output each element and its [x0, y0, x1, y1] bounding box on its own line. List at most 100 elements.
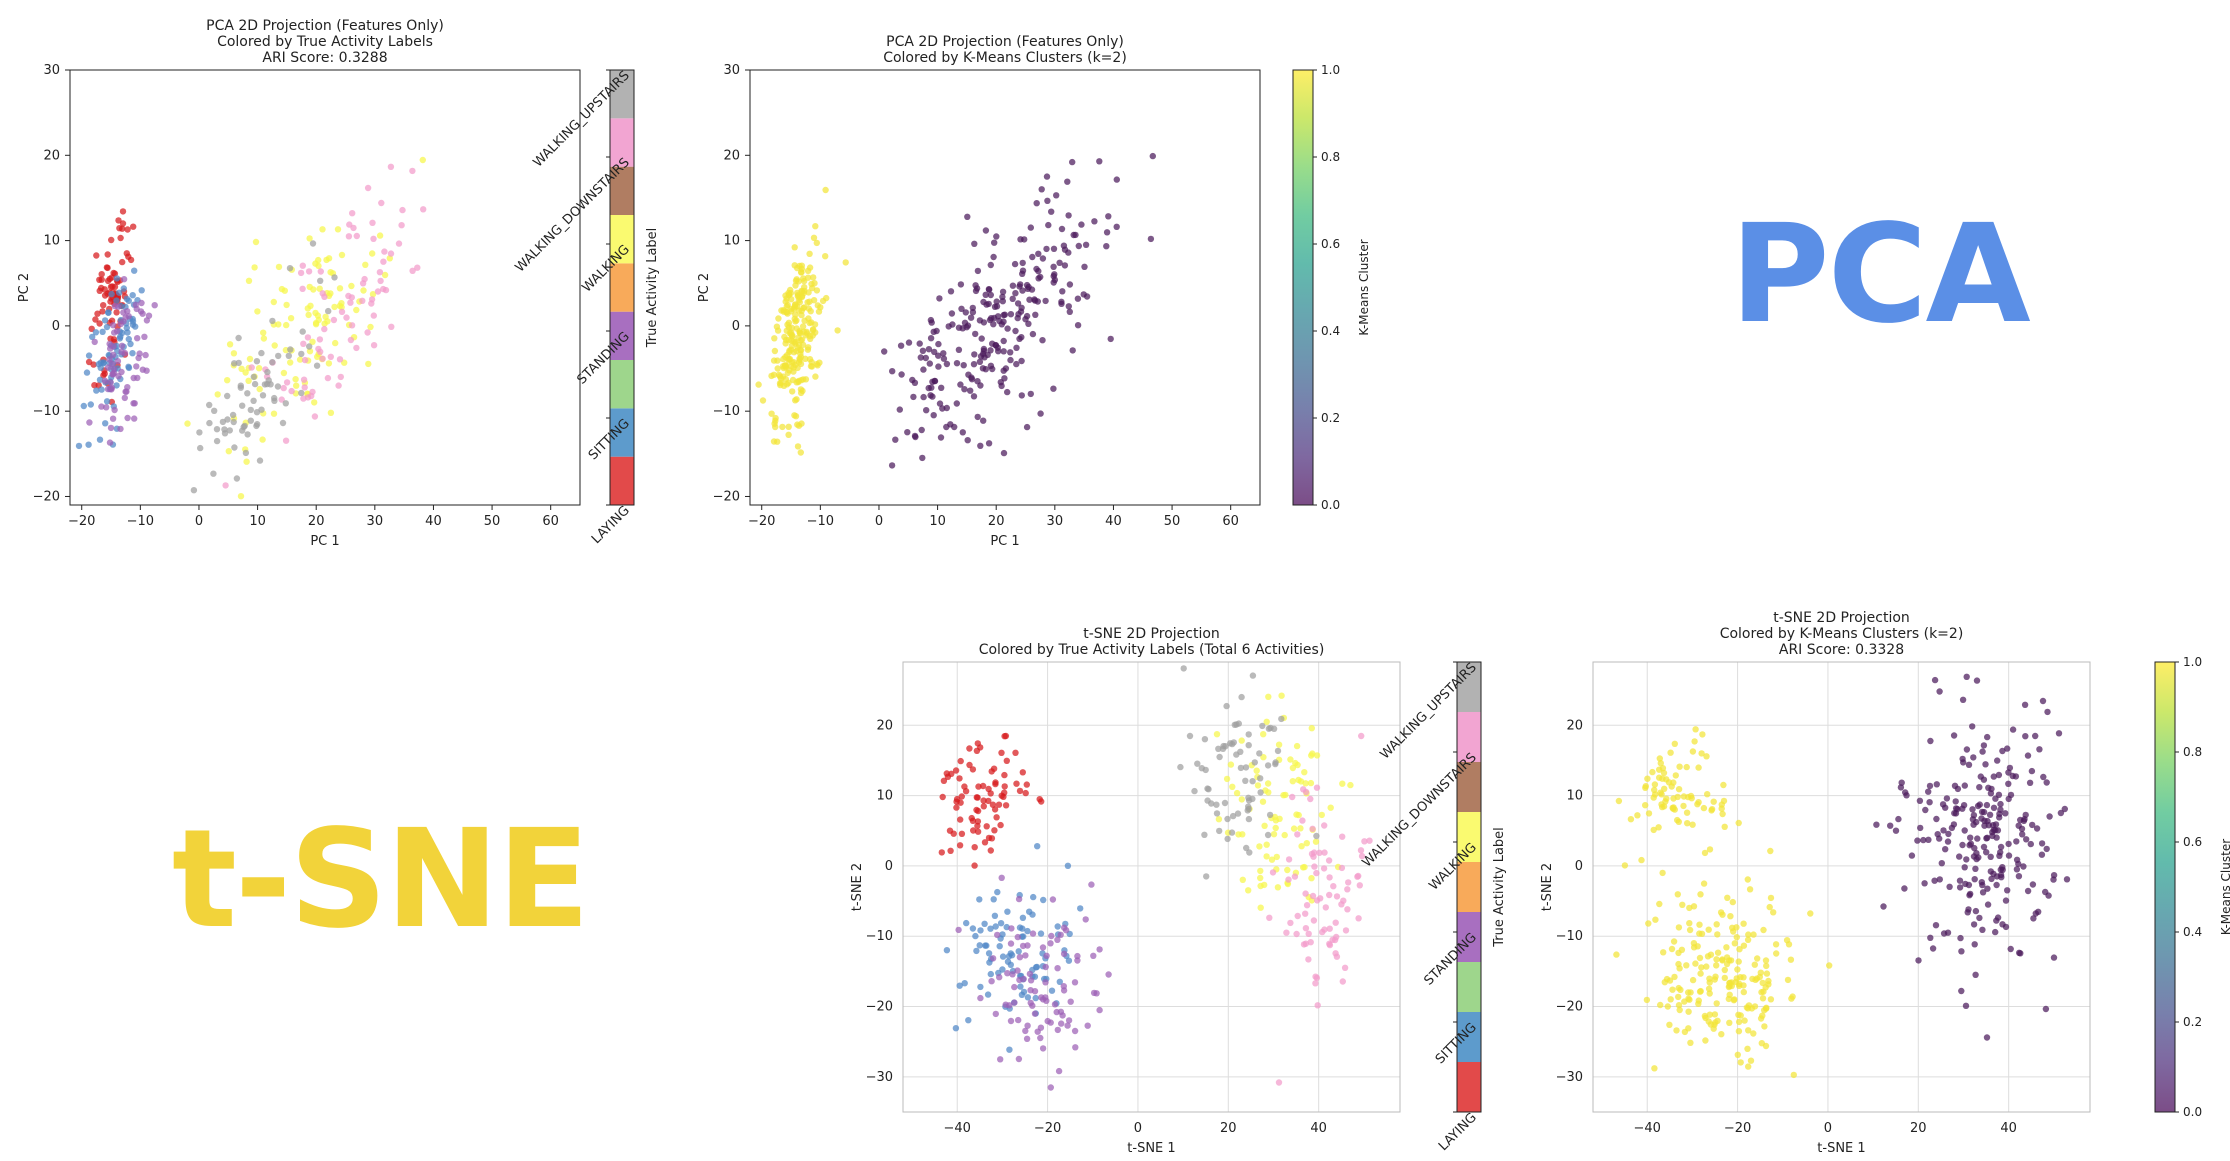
scatter-point [370, 235, 377, 242]
scatter-point [951, 423, 958, 431]
scatter-point [1208, 800, 1215, 807]
scatter-point [980, 803, 987, 810]
scatter-point [797, 449, 804, 456]
scatter-point [779, 423, 786, 431]
scatter-point [254, 308, 261, 315]
scatter-point [1201, 831, 1208, 838]
scatter-point [1976, 801, 1983, 808]
scatter-point [1718, 805, 1725, 812]
scatter-point [1684, 820, 1691, 827]
scatter-point [1186, 732, 1194, 740]
scatter-point [810, 297, 818, 304]
scatter-point [97, 364, 104, 371]
scatter-point [226, 341, 234, 348]
scatter-point [335, 382, 342, 389]
scatter-point [1761, 1023, 1768, 1030]
scatter-point [771, 347, 779, 355]
scatter-point [1228, 829, 1236, 836]
scatter-point [1666, 977, 1674, 984]
scatter-point [1659, 775, 1666, 782]
scatter-point [1344, 886, 1351, 893]
scatter-point [297, 269, 305, 277]
scatter-point [145, 312, 153, 319]
scatter-point [988, 978, 995, 985]
scatter-point [1744, 876, 1751, 883]
scatter-point [1019, 914, 1027, 921]
scatter-point [978, 335, 985, 342]
x-tick-label: 40 [2000, 1121, 2017, 1136]
scatter-point [280, 384, 287, 392]
scatter-point [889, 368, 896, 375]
scatter-point [2029, 821, 2036, 829]
scatter-point [947, 847, 954, 854]
scatter-point [2032, 732, 2039, 740]
scatter-point [1936, 876, 1943, 883]
scatter-point [305, 268, 313, 275]
scatter-point [800, 304, 807, 312]
scatter-point [369, 250, 376, 257]
scatter-point [1245, 815, 1253, 823]
scatter-point [1980, 776, 1988, 783]
scatter-point [935, 352, 942, 359]
scatter-point [991, 239, 998, 246]
scatter-point [1719, 956, 1726, 963]
scatter-point [245, 277, 253, 284]
scatter-point [365, 360, 372, 368]
colorbar-tick-label: 0.4 [2183, 925, 2202, 939]
scatter-point [1242, 777, 1249, 784]
x-tick-label: 20 [988, 514, 1005, 529]
scatter-point [1332, 919, 1339, 926]
scatter-point [1263, 718, 1270, 725]
scatter-point [1213, 810, 1221, 817]
scatter-point [1766, 903, 1773, 911]
colorbar-segment [1457, 1012, 1481, 1062]
scatter-point [104, 277, 112, 285]
scatter-point [256, 385, 263, 393]
colorbar-frame [609, 69, 635, 506]
scatter-point [810, 234, 818, 241]
scatter-point [1761, 1007, 1768, 1014]
scatter-point [1675, 818, 1682, 825]
scatter-point [1650, 826, 1657, 834]
scatter-point [1016, 976, 1023, 984]
scatter-point [98, 276, 105, 283]
scatter-point [1984, 733, 1991, 741]
scatter-point [1254, 782, 1262, 789]
colorbar-tick-label: 0.8 [2183, 745, 2202, 759]
scatter-point [964, 437, 971, 444]
plot-frame [902, 661, 1401, 1113]
scatter-point [1698, 964, 1705, 971]
scatter-point [1091, 218, 1098, 225]
scatter-point [974, 740, 981, 747]
series-1b [1613, 846, 1833, 1079]
scatter-point [119, 258, 126, 266]
scatter-point [1300, 941, 1308, 948]
scatter-point [952, 1025, 960, 1032]
scatter-point [1078, 221, 1085, 228]
colorbar-segment [1457, 662, 1481, 712]
scatter-point [1759, 995, 1767, 1002]
scatter-point [1055, 1067, 1063, 1075]
scatter-point [1956, 877, 1964, 884]
scatter-point [989, 955, 997, 962]
scatter-point [2004, 887, 2011, 894]
scatter-point [1012, 290, 1019, 297]
scatter-point [380, 285, 387, 293]
x-tick-label: 60 [1222, 514, 1239, 529]
scatter-point [1221, 799, 1229, 807]
scatter-point [974, 267, 982, 275]
scatter-point [1272, 759, 1279, 766]
scatter-point [1972, 971, 1979, 978]
scatter-point [961, 980, 968, 987]
series-WALKING_UPSTAIRS [190, 240, 338, 494]
scatter-point [933, 327, 940, 335]
scatter-point [1706, 990, 1713, 997]
scatter-point [1657, 760, 1664, 767]
scatter-point [1256, 843, 1263, 850]
scatter-point [989, 365, 996, 373]
scatter-point [130, 374, 137, 382]
scatter-point [1256, 750, 1263, 757]
scatter-point [395, 240, 403, 247]
scatter-point [1627, 816, 1635, 823]
scatter-point [327, 269, 334, 276]
